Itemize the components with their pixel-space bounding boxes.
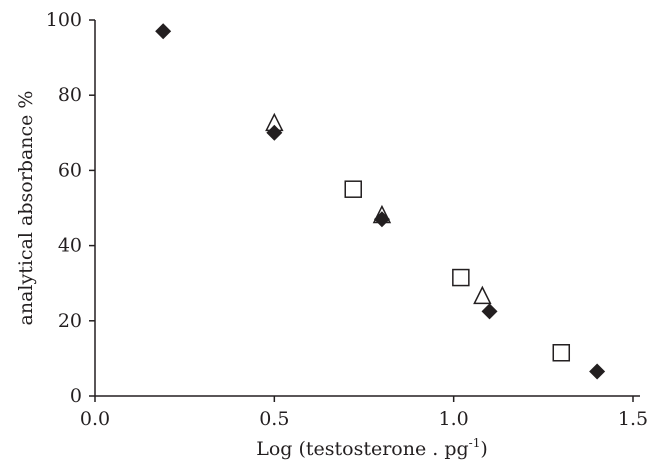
square-point [452,268,470,287]
triangle-point [372,204,392,224]
y-tick-label: 20 [58,310,82,332]
diamond-point [155,23,172,40]
triangle-point [265,112,284,132]
y-tick-label: 0 [70,385,82,407]
x-tick-label: 0.0 [80,408,110,430]
triangle-point [473,285,492,305]
y-tick-label: 80 [58,84,82,106]
axes [94,20,640,397]
y-axis-label: analytical absorbance % [15,91,37,326]
x-tick-label: 0.5 [259,408,289,430]
y-tick-label: 60 [58,159,82,181]
ticks: 0 20 40 60 80 100 0.0 0.5 1.0 1.5 [46,9,648,430]
square-point [344,180,362,198]
x-tick-label: 1.5 [618,408,648,430]
diamond-point [589,363,606,380]
x-tick-label: 1.0 [439,408,469,430]
diamond-point [481,303,498,320]
x-axis-label: Log (testosterone . pg-1) [256,436,488,460]
square-point [552,344,571,362]
data-points [155,23,606,380]
diamond-point [266,124,283,141]
y-tick-label: 40 [58,235,82,257]
y-tick-label: 100 [46,9,82,31]
